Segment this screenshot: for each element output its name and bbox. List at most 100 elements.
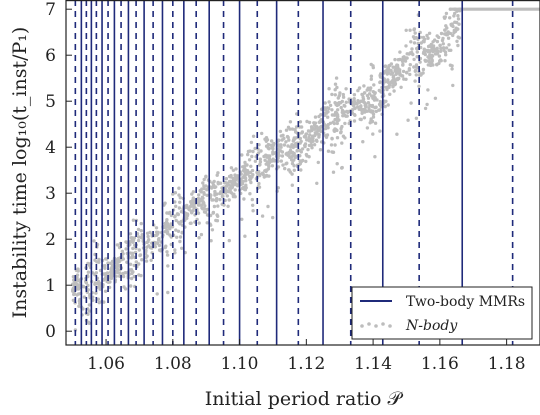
nbody-point	[179, 210, 184, 214]
nbody-point	[227, 198, 231, 202]
nbody-point	[450, 64, 454, 68]
y-tick-label: 2	[45, 230, 56, 250]
nbody-point	[75, 273, 80, 277]
nbody-point	[97, 300, 102, 305]
nbody-point	[408, 28, 412, 32]
nbody-point	[415, 46, 419, 51]
nbody-point	[263, 158, 267, 162]
nbody-point	[92, 239, 96, 243]
nbody-point	[334, 76, 339, 80]
nbody-point	[178, 222, 182, 226]
nbody-point	[157, 248, 162, 252]
nbody-point	[366, 96, 371, 100]
nbody-point	[201, 181, 205, 185]
nbody-point	[243, 160, 247, 165]
x-tick-label: 1.14	[354, 354, 392, 374]
nbody-point	[396, 58, 401, 62]
nbody-point	[221, 194, 225, 198]
nbody-point	[343, 136, 347, 140]
nbody-point	[421, 39, 426, 43]
nbody-point	[373, 91, 377, 96]
nbody-point	[366, 101, 371, 105]
nbody-point	[334, 110, 338, 115]
nbody-point	[216, 182, 220, 186]
nbody-point	[223, 180, 228, 185]
legend-dot	[367, 322, 371, 326]
nbody-point	[240, 217, 244, 221]
nbody-point	[215, 219, 220, 223]
nbody-point	[197, 193, 201, 197]
nbody-point	[241, 165, 245, 169]
nbody-point	[82, 295, 87, 299]
nbody-point	[224, 184, 229, 188]
nbody-point	[456, 43, 460, 48]
nbody-point	[364, 104, 368, 108]
nbody-point	[227, 238, 231, 243]
nbody-point	[227, 190, 231, 194]
nbody-point	[267, 147, 271, 151]
nbody-point	[298, 141, 302, 145]
nbody-point	[361, 107, 366, 112]
nbody-point	[202, 186, 206, 191]
nbody-point	[271, 143, 275, 147]
nbody-point	[394, 72, 398, 77]
nbody-point	[71, 298, 76, 302]
nbody-point	[425, 59, 429, 63]
nbody-point	[309, 143, 314, 147]
nbody-point	[284, 140, 288, 144]
nbody-point	[243, 188, 248, 192]
nbody-point	[242, 197, 246, 201]
nbody-point	[395, 132, 399, 136]
nbody-point	[136, 238, 141, 243]
nbody-point	[299, 168, 303, 172]
nbody-point	[211, 198, 215, 202]
nbody-point	[377, 102, 382, 107]
nbody-point	[392, 89, 396, 93]
nbody-point	[327, 87, 331, 91]
nbody-point	[425, 33, 429, 38]
nbody-point	[248, 174, 252, 179]
nbody-point	[189, 221, 193, 225]
nbody-point	[71, 275, 76, 279]
nbody-point	[201, 207, 205, 211]
nbody-point	[188, 204, 193, 209]
nbody-point	[355, 101, 359, 106]
nbody-point	[392, 78, 397, 82]
nbody-point	[197, 221, 201, 225]
nbody-point	[404, 28, 408, 32]
nbody-point	[384, 99, 388, 104]
nbody-point	[285, 161, 289, 165]
nbody-point	[457, 22, 461, 26]
nbody-point	[335, 121, 339, 126]
nbody-point	[340, 99, 344, 104]
nbody-point	[373, 105, 377, 110]
nbody-point	[414, 63, 419, 67]
y-tick-label: 6	[45, 46, 56, 66]
nbody-point	[157, 243, 162, 248]
nbody-point	[124, 247, 128, 251]
nbody-point	[153, 240, 157, 245]
nbody-point	[309, 125, 314, 129]
nbody-point	[335, 162, 339, 166]
nbody-point	[202, 177, 206, 182]
nbody-point	[257, 163, 262, 167]
y-tick-label: 0	[45, 322, 56, 342]
nbody-point	[290, 161, 295, 166]
nbody-point	[414, 116, 419, 121]
nbody-point	[352, 93, 357, 97]
nbody-point	[155, 292, 159, 296]
nbody-point	[288, 170, 292, 174]
x-tick-label: 1.12	[287, 354, 325, 374]
nbody-point	[280, 138, 284, 142]
nbody-point	[247, 158, 252, 162]
nbody-point	[404, 44, 408, 48]
nbody-point	[307, 120, 312, 125]
nbody-point	[390, 71, 394, 76]
nbody-point	[280, 150, 285, 154]
nbody-point	[286, 135, 290, 140]
nbody-point	[144, 255, 148, 260]
nbody-point	[174, 218, 178, 223]
nbody-point	[251, 209, 255, 213]
nbody-point	[216, 171, 220, 175]
nbody-point	[319, 118, 323, 122]
